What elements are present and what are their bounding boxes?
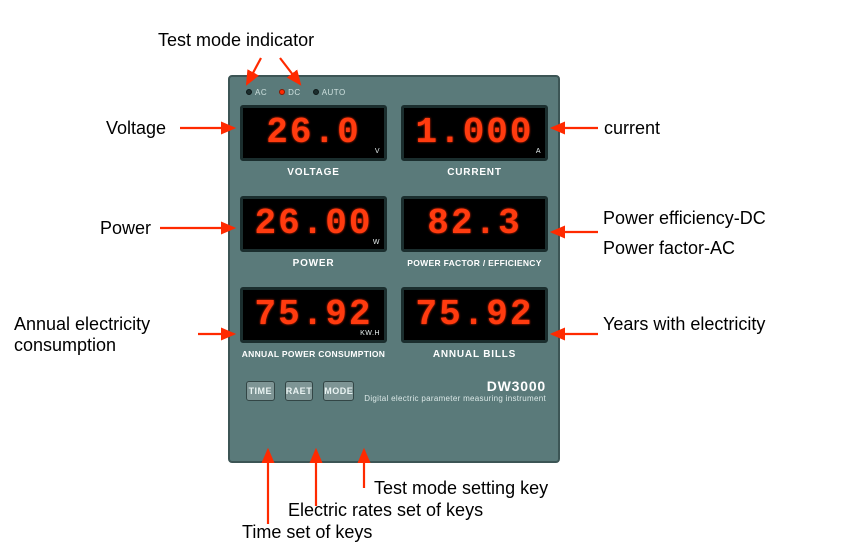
power-lcd: 26.00 W	[240, 196, 387, 252]
annual-pc-unit: KW.H	[360, 330, 380, 337]
anno-pf-dc: Power efficiency-DC	[603, 208, 766, 229]
annual-pc-block: 75.92 KW.H ANNUAL POWER CONSUMPTION	[240, 287, 387, 360]
current-value: 1.000	[415, 115, 533, 151]
current-block: 1.000 A CURRENT	[401, 105, 548, 178]
display-grid: 26.0 V VOLTAGE 1.000 A CURRENT 26.00 W	[240, 105, 548, 360]
annual-pc-value: 75.92	[254, 297, 372, 333]
test-mode-row: AC DC AUTO	[246, 85, 548, 99]
mode-auto-label: AUTO	[322, 88, 346, 97]
pf-eff-value: 82.3	[427, 206, 521, 242]
voltage-value: 26.0	[266, 115, 360, 151]
led-ac	[246, 89, 252, 95]
mode-ac: AC	[246, 88, 267, 97]
anno-annual-pc: Annual electricity consumption	[14, 314, 204, 355]
current-lcd: 1.000 A	[401, 105, 548, 161]
pf-eff-block: 82.3 POWER FACTOR / EFFICIENCY	[401, 196, 548, 269]
device-subtitle: Digital electric parameter measuring ins…	[364, 394, 546, 403]
anno-time-key: Time set of keys	[242, 522, 372, 543]
voltage-label: VOLTAGE	[240, 167, 387, 178]
time-key[interactable]: TIME	[246, 381, 275, 401]
mode-key[interactable]: MODE	[323, 381, 354, 401]
mode-auto: AUTO	[313, 88, 346, 97]
voltage-block: 26.0 V VOLTAGE	[240, 105, 387, 178]
annual-pc-label: ANNUAL POWER CONSUMPTION	[240, 349, 387, 359]
power-unit: W	[373, 239, 380, 246]
anno-voltage: Voltage	[106, 118, 166, 139]
anno-current: current	[604, 118, 660, 139]
annual-pc-lcd: 75.92 KW.H	[240, 287, 387, 343]
power-block: 26.00 W POWER	[240, 196, 387, 269]
anno-rate-key: Electric rates set of keys	[288, 500, 483, 521]
diagram-canvas: AC DC AUTO 26.0 V VOLTAGE	[0, 0, 845, 556]
power-value: 26.00	[254, 206, 372, 242]
anno-annual-b: Years with electricity	[603, 314, 773, 335]
device-panel: AC DC AUTO 26.0 V VOLTAGE	[228, 75, 560, 463]
voltage-unit: V	[375, 148, 380, 155]
anno-power: Power	[100, 218, 151, 239]
annual-b-label: ANNUAL BILLS	[401, 349, 548, 360]
current-unit: A	[536, 148, 541, 155]
mode-dc: DC	[279, 88, 301, 97]
pf-eff-label: POWER FACTOR / EFFICIENCY	[401, 258, 548, 268]
rate-key[interactable]: RAET	[285, 381, 314, 401]
anno-mode-key: Test mode setting key	[374, 478, 548, 499]
anno-test-mode: Test mode indicator	[158, 30, 314, 51]
led-dc	[279, 89, 285, 95]
button-row: TIME RAET MODE DW3000 Digital electric p…	[240, 378, 548, 403]
led-auto	[313, 89, 319, 95]
power-label: POWER	[240, 258, 387, 269]
annual-b-lcd: 75.92	[401, 287, 548, 343]
model-area: DW3000 Digital electric parameter measur…	[364, 378, 548, 403]
annual-b-value: 75.92	[415, 297, 533, 333]
mode-ac-label: AC	[255, 88, 267, 97]
model-label: DW3000	[487, 378, 546, 394]
voltage-lcd: 26.0 V	[240, 105, 387, 161]
anno-pf-ac: Power factor-AC	[603, 238, 735, 259]
current-label: CURRENT	[401, 167, 548, 178]
pf-eff-lcd: 82.3	[401, 196, 548, 252]
mode-dc-label: DC	[288, 88, 301, 97]
annual-b-block: 75.92 ANNUAL BILLS	[401, 287, 548, 360]
